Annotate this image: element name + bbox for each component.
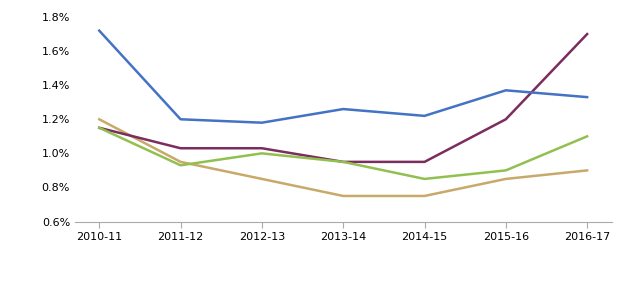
Hospitals (84) <box>177 160 184 164</box>
Social assistance services (87) <box>583 95 591 99</box>
Hospitals (84) <box>583 169 591 172</box>
Residential care services (86) <box>421 177 428 181</box>
Social assistance services (87) <box>339 107 347 111</box>
Medical & other health care services (85) <box>502 118 510 121</box>
Line: Medical & other health care services (85): Medical & other health care services (85… <box>99 34 587 162</box>
Hospitals (84) <box>258 177 266 181</box>
Social assistance services (87) <box>258 121 266 124</box>
Medical & other health care services (85) <box>583 32 591 36</box>
Residential care services (86) <box>258 152 266 155</box>
Residential care services (86) <box>502 169 510 172</box>
Line: Hospitals (84): Hospitals (84) <box>99 119 587 196</box>
Line: Social assistance services (87): Social assistance services (87) <box>99 31 587 123</box>
Social assistance services (87) <box>421 114 428 118</box>
Social assistance services (87) <box>95 29 103 32</box>
Hospitals (84) <box>339 194 347 198</box>
Social assistance services (87) <box>177 118 184 121</box>
Hospitals (84) <box>95 118 103 121</box>
Residential care services (86) <box>95 126 103 130</box>
Line: Residential care services (86): Residential care services (86) <box>99 128 587 179</box>
Medical & other health care services (85) <box>177 147 184 150</box>
Medical & other health care services (85) <box>339 160 347 164</box>
Social assistance services (87) <box>502 89 510 92</box>
Residential care services (86) <box>177 164 184 167</box>
Residential care services (86) <box>339 160 347 164</box>
Residential care services (86) <box>583 135 591 138</box>
Hospitals (84) <box>421 194 428 198</box>
Medical & other health care services (85) <box>258 147 266 150</box>
Hospitals (84) <box>502 177 510 181</box>
Medical & other health care services (85) <box>95 126 103 130</box>
Medical & other health care services (85) <box>421 160 428 164</box>
